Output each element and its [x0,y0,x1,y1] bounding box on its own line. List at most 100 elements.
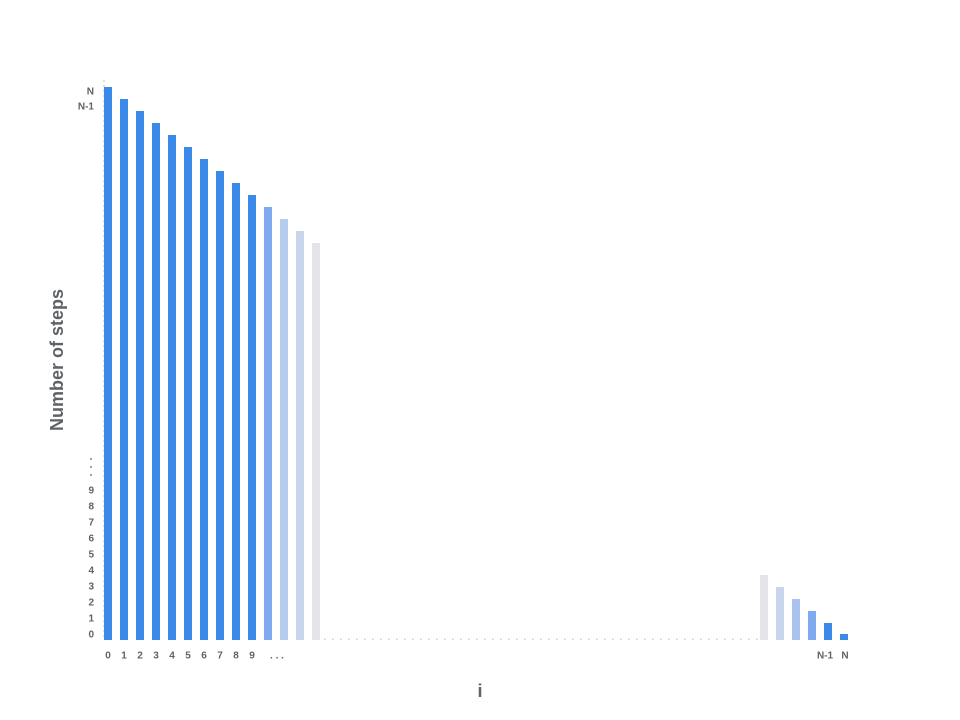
baseline-dot [708,638,710,640]
y-tick-label: 2 [88,598,94,609]
baseline-dot [452,638,454,640]
ellipsis-dot [90,474,92,476]
bar [824,623,832,640]
y-tick-label: N-1 [78,102,95,113]
baseline-dot [644,638,646,640]
bar [296,231,304,640]
x-tick-label: 3 [153,651,159,662]
bar [120,99,128,640]
baseline-dot [548,638,550,640]
baseline-dot [596,638,598,640]
baseline-dot [500,638,502,640]
baseline-dot [604,638,606,640]
y-tick-label: 0 [88,630,94,641]
baseline-dot [748,638,750,640]
baseline-dot [404,638,406,640]
bar [168,135,176,640]
bar [280,219,288,640]
baseline-dot [484,638,486,640]
bar [152,123,160,640]
baseline-dot [532,638,534,640]
baseline-dot [372,638,374,640]
baseline-dot [724,638,726,640]
y-tick-label: 7 [88,518,94,529]
baseline-dot [340,638,342,640]
baseline-dot [556,638,558,640]
x-tick-label: 0 [105,651,111,662]
bar [248,195,256,640]
baseline-dot [580,638,582,640]
baseline-dot [572,638,574,640]
x-tick-label: N [841,651,848,662]
y-tick-label: 6 [88,534,94,545]
y-tick-label: 5 [88,550,94,561]
baseline-dot [324,638,326,640]
baseline-dot [364,638,366,640]
baseline-dot [692,638,694,640]
baseline-dot [412,638,414,640]
baseline-dot [588,638,590,640]
baseline-dot [388,638,390,640]
baseline-dot [524,638,526,640]
bar [792,599,800,640]
x-tick-label: . . . [270,651,284,662]
x-tick-label: 2 [137,651,143,662]
x-axis-title: i [477,681,482,701]
baseline-dot [628,638,630,640]
x-tick-label: 4 [169,651,175,662]
baseline-dot [676,638,678,640]
x-tick-label: 7 [217,651,223,662]
bar [808,611,816,640]
baseline-dot [636,638,638,640]
baseline-dot [348,638,350,640]
baseline-dot [420,638,422,640]
ellipsis-dot [90,458,92,460]
x-tick-label: 6 [201,651,207,662]
bar [136,111,144,640]
bar [312,243,320,640]
baseline-dot [668,638,670,640]
baseline-dot [332,638,334,640]
baseline-dot [756,638,758,640]
baseline-dot [428,638,430,640]
x-tick-label: 5 [185,651,191,662]
baseline-dot [516,638,518,640]
bar [184,147,192,640]
baseline-dot [540,638,542,640]
baseline-dot [356,638,358,640]
bar [264,207,272,640]
y-tick-label: 4 [88,566,94,577]
baseline-dot [396,638,398,640]
baseline-dot [716,638,718,640]
baseline-dot [740,638,742,640]
baseline-dot [660,638,662,640]
bar [776,587,784,640]
x-tick-label: 1 [121,651,127,662]
baseline-dot [684,638,686,640]
baseline-dot [612,638,614,640]
bar [760,575,768,640]
x-tick-label: N-1 [817,651,834,662]
bar [232,183,240,640]
baseline-dot [700,638,702,640]
x-tick-label: 8 [233,651,239,662]
baseline-dot [436,638,438,640]
baseline-dot [564,638,566,640]
baseline-dot [444,638,446,640]
baseline-dot [476,638,478,640]
bar [840,634,848,640]
y-tick-label: 9 [88,486,94,497]
baseline-dot [380,638,382,640]
y-tick-label: 8 [88,502,94,513]
y-axis-title: Number of steps [47,289,67,431]
y-tick-label: 1 [88,614,94,625]
baseline-dot [508,638,510,640]
bar [216,171,224,640]
baseline-dot [468,638,470,640]
y-tick-label: N [87,87,94,98]
bar [200,159,208,640]
baseline-dot [620,638,622,640]
y-tick-label: 3 [88,582,94,593]
baseline-dot [460,638,462,640]
